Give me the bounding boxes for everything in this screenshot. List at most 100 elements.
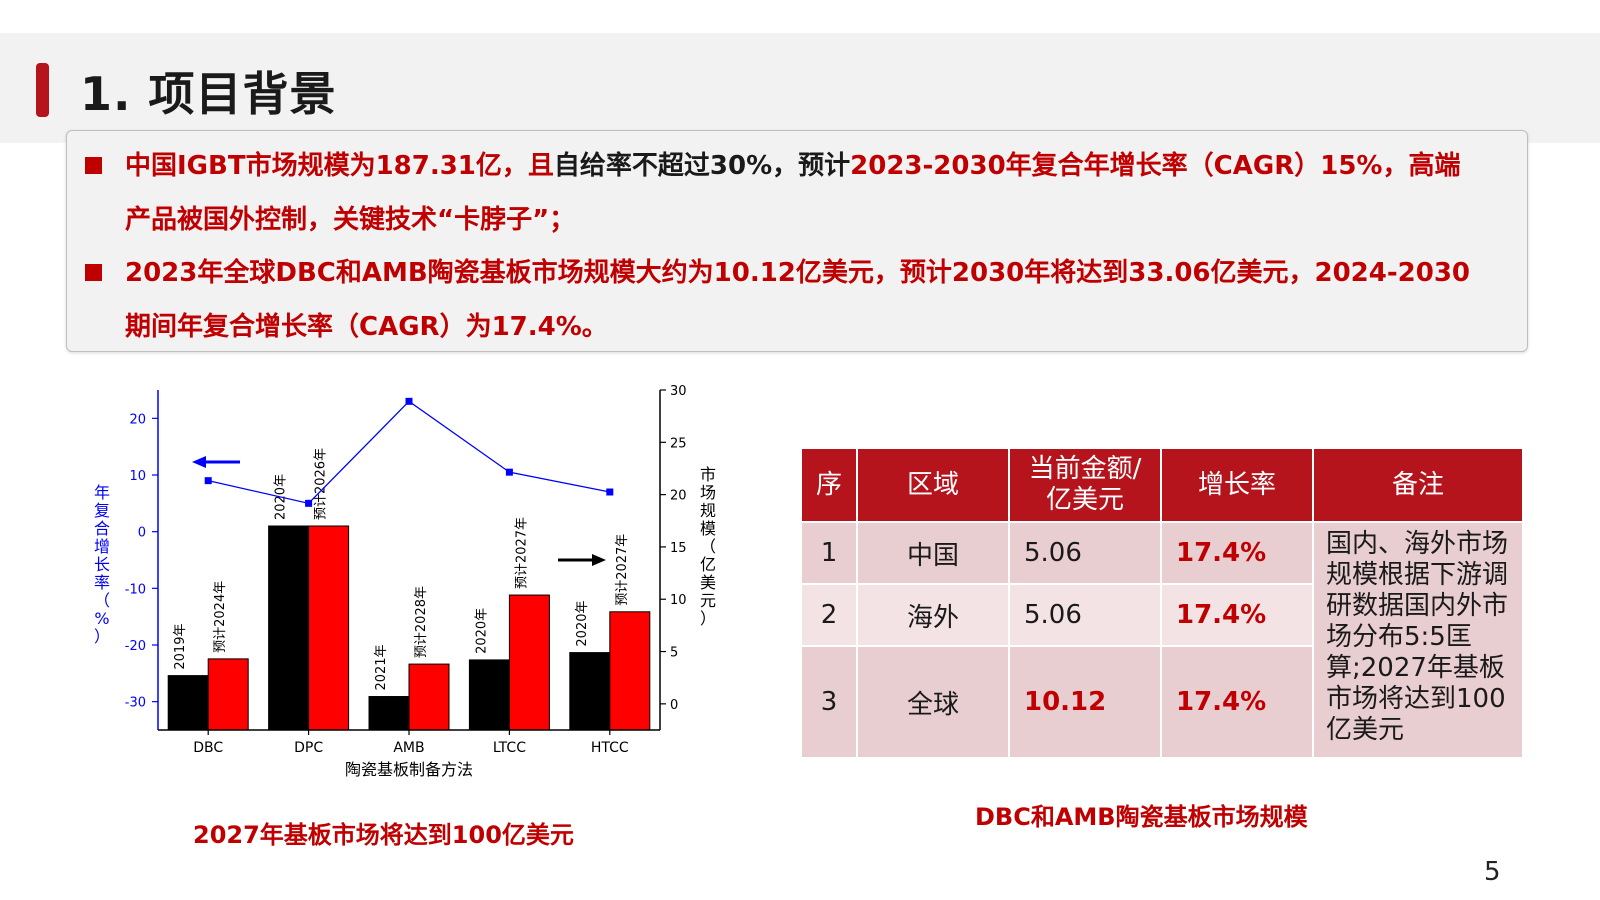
bullet-1-red-part-1: 中国IGBT市场规模为187.31亿，且 (125, 151, 554, 181)
growth-rate-line (208, 400, 610, 505)
left-tick-label: 10 (129, 469, 146, 484)
right-tick-label: 10 (670, 593, 687, 608)
cell-rate: 17.4% (1160, 583, 1314, 647)
chart-bar (508, 594, 550, 731)
bullet-1-black-part: 自给率不超过30%，预计 (553, 151, 851, 181)
chart-bar (167, 675, 209, 731)
chart-area: 2019年 2020年 2021年 2020年 2020年 预计2024年 预计2026年预… (80, 380, 760, 800)
x-tick-label: DPC (294, 740, 323, 756)
table-header-region: 区域 (856, 447, 1010, 523)
right-tick-label: 5 (670, 646, 678, 661)
bullet-square-icon (85, 264, 102, 281)
bar-label: 预计2027年 (514, 517, 529, 589)
left-axis-label-char: 复 (94, 501, 110, 520)
growth-rate-point (606, 488, 614, 496)
cell-amount: 5.06 (1008, 521, 1162, 585)
left-axis-label-char: （ (94, 591, 110, 610)
chart-bar (268, 525, 310, 731)
left-tick-label: -30 (125, 696, 146, 711)
left-axis-label-char: 增 (94, 537, 110, 556)
cell-index: 2 (800, 583, 858, 647)
right-axis-label-char: 规 (700, 501, 716, 520)
x-tick-label: LTCC (493, 740, 526, 756)
table-header-amount: 当前金额/ 亿美元 (1008, 447, 1162, 523)
cell-rate: 17.4% (1160, 521, 1314, 585)
left-axis-label-char: ） (94, 627, 110, 646)
growth-rate-point (305, 499, 313, 507)
chart-bar (368, 696, 410, 731)
title-band (0, 33, 1600, 143)
bullet-box: 中国IGBT市场规模为187.31亿，且自给率不超过30%，预计2023-203… (66, 130, 1528, 352)
table-row: 3 全球 10.12 17.4% (800, 645, 1523, 759)
left-axis-label-char: 长 (94, 555, 110, 574)
cell-region: 中国 (856, 521, 1010, 585)
right-axis-label-char: 元 (700, 591, 716, 610)
title-accent-bar (36, 63, 49, 117)
right-axis-label-char: 模 (700, 519, 716, 538)
left-axis-label-char: 率 (94, 573, 110, 592)
right-tick-label: 0 (670, 698, 678, 713)
left-tick-label: -10 (125, 582, 146, 597)
right-axis-label-char: 场 (700, 483, 716, 502)
bar-label: 2020年 (575, 600, 590, 646)
bullet-item-1: 中国IGBT市场规模为187.31亿，且自给率不超过30%，预计2023-203… (85, 139, 1485, 247)
x-tick-label: AMB (393, 740, 424, 756)
chart-bar (468, 659, 510, 731)
bar-label: 2020年 (474, 608, 489, 654)
table-header-note: 备注 (1312, 447, 1524, 523)
chart-bar (569, 652, 611, 731)
cell-index: 3 (800, 645, 858, 759)
right-axis-label-char: （ (700, 537, 716, 556)
bullet-text-2: 2023年全球DBC和AMB陶瓷基板市场规模大约为10.12亿美元，预计2030… (125, 258, 1471, 342)
cell-index: 1 (800, 521, 858, 585)
slide-title: 1. 项目背景 (80, 67, 337, 121)
right-axis-label-char: 亿 (700, 555, 716, 574)
cell-note: 国内、海外市场规模根据下游调研数据国内外市场分布5:5匡算;2027年基板市场将… (1312, 521, 1524, 759)
table-caption: DBC和AMB陶瓷基板市场规模 (975, 803, 1308, 831)
x-tick-label: DBC (193, 740, 223, 756)
right-tick-label: 20 (670, 489, 687, 504)
cell-rate: 17.4% (1160, 645, 1314, 759)
growth-rate-point (204, 477, 212, 485)
chart-bar (308, 525, 350, 731)
bullet-1-red-part-2: 2023-2030年复合年增长率（CAGR）15%，高端产品被国外控制，关键技术… (125, 151, 1461, 235)
table-header-index: 序 (800, 447, 858, 523)
left-axis-label-char: 年 (94, 483, 110, 502)
cell-amount: 10.12 (1008, 645, 1162, 759)
right-arrow-head-icon (592, 554, 606, 566)
right-axis-label-char: ） (700, 609, 716, 628)
chart-caption: 2027年基板市场将达到100亿美元 (193, 821, 574, 849)
left-axis-label-char: % (94, 609, 109, 628)
table-header-rate: 增长率 (1160, 447, 1314, 523)
cell-region: 全球 (856, 645, 1010, 759)
left-axis-label-char: 合 (94, 519, 110, 538)
cell-amount: 5.06 (1008, 583, 1162, 647)
left-tick-label: 0 (138, 526, 146, 541)
table-row: 1 中国 5.06 17.4% 国内、海外市场规模根据下游调研数据国内外市场分布… (800, 521, 1524, 759)
right-tick-label: 15 (670, 541, 687, 556)
bar-label: 2019年 (173, 624, 188, 670)
left-tick-label: 20 (129, 412, 146, 427)
right-axis-label-char: 美 (700, 573, 716, 592)
growth-rate-point (405, 397, 413, 405)
right-tick-label: 30 (670, 384, 687, 399)
market-size-table: 序 区域 当前金额/ 亿美元 增长率 备注 1 中国 5.06 17.4% 国内… (800, 447, 1524, 759)
cell-region: 海外 (856, 583, 1010, 647)
left-tick-label: -20 (125, 639, 146, 654)
bar-label: 预计2027年 (615, 534, 630, 606)
bar-label: 预计2024年 (213, 581, 228, 653)
left-arrow-head-icon (192, 456, 206, 468)
chart-bar (408, 663, 450, 731)
chart-bar (207, 658, 249, 731)
right-tick-label: 25 (670, 436, 687, 451)
bar-label: 2021年 (374, 644, 389, 690)
x-tick-label: HTCC (591, 740, 629, 756)
page-number: 5 (1484, 857, 1501, 887)
right-axis-label-char: 市 (700, 465, 716, 484)
bullet-square-icon (85, 157, 102, 174)
chart-bar (609, 611, 651, 731)
growth-rate-point (505, 468, 513, 476)
bar-label: 预计2026年 (314, 448, 329, 520)
table-row: 2 海外 5.06 17.4% (800, 583, 1523, 647)
